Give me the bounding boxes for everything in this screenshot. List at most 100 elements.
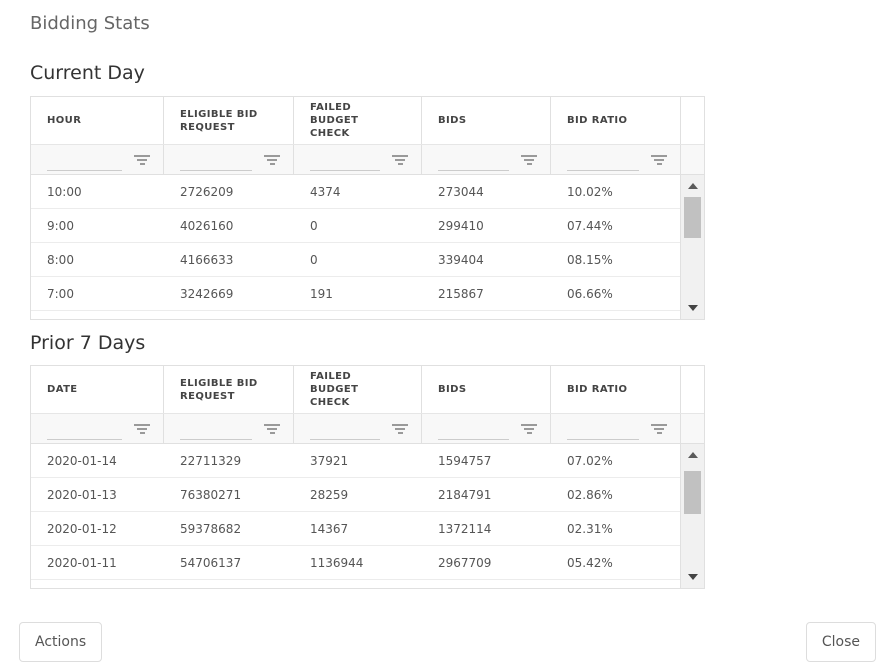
- section-heading-current-day: Current Day: [30, 62, 145, 84]
- filter-input[interactable]: [567, 423, 639, 440]
- table-cell: 215867: [438, 286, 484, 301]
- filter-icon[interactable]: [134, 153, 150, 167]
- filter-icon[interactable]: [521, 422, 537, 436]
- filter-icon[interactable]: [651, 422, 667, 436]
- scroll-down-icon[interactable]: [681, 299, 704, 317]
- partial-row: [31, 580, 704, 588]
- table-cell: 02.86%: [567, 487, 613, 502]
- table-row: 8:00 4166633 0 339404 08.15%: [31, 243, 704, 277]
- grid-header-row: HOUR ELIGIBLE BID REQUEST FAILED BUDGET CH…: [31, 97, 704, 144]
- table-cell: 1136944: [310, 555, 364, 570]
- column-header[interactable]: HOUR: [31, 97, 164, 144]
- column-header[interactable]: FAILED BUDGET CHECK: [294, 97, 422, 144]
- table-cell: 2020-01-12: [47, 521, 117, 536]
- table-cell: 2967709: [438, 555, 492, 570]
- grid-body: 10:00 2726209 4374 273044 10.02% 9:00 4026160 0…: [31, 175, 704, 319]
- filter-icon[interactable]: [134, 422, 150, 436]
- table-cell: 3242669: [180, 286, 234, 301]
- filter-input[interactable]: [47, 154, 122, 171]
- scrollbar-thumb[interactable]: [684, 197, 701, 238]
- table-cell: 8:00: [47, 252, 74, 267]
- filter-input[interactable]: [438, 154, 509, 171]
- table-cell: 4166633: [180, 252, 234, 267]
- filter-input[interactable]: [438, 423, 509, 440]
- scroll-down-icon[interactable]: [681, 568, 704, 586]
- column-header[interactable]: BID RATIO: [551, 366, 681, 413]
- filter-input[interactable]: [567, 154, 639, 171]
- filter-cell: [164, 414, 294, 443]
- actions-button[interactable]: Actions: [19, 622, 103, 662]
- table-cell: 2020-01-13: [47, 487, 117, 502]
- column-header[interactable]: FAILED BUDGET CHECK: [294, 366, 422, 413]
- header-spacer: [681, 366, 704, 413]
- table-cell: 10:00: [47, 184, 82, 199]
- table-cell: 02.31%: [567, 521, 613, 536]
- close-button[interactable]: Close: [805, 622, 876, 662]
- table-cell: 06.66%: [567, 286, 613, 301]
- table-cell: 22711329: [180, 453, 242, 468]
- table-cell: 7:00: [47, 286, 74, 301]
- column-header[interactable]: DATE: [31, 366, 164, 413]
- header-spacer: [681, 97, 704, 144]
- table-cell: 59378682: [180, 521, 242, 536]
- filter-cell: [294, 145, 422, 174]
- table-cell: 1372114: [438, 521, 492, 536]
- scrollbar-thumb[interactable]: [684, 471, 701, 514]
- filter-spacer: [681, 145, 704, 174]
- data-grid-current-day: HOUR ELIGIBLE BID REQUEST FAILED BUDGET CH…: [30, 96, 705, 320]
- table-row: 10:00 2726209 4374 273044 10.02%: [31, 175, 704, 209]
- filter-cell: [164, 145, 294, 174]
- column-header[interactable]: ELIGIBLE BID REQUEST: [164, 366, 294, 413]
- grid-filter-row: [31, 413, 704, 444]
- table-cell: 08.15%: [567, 252, 613, 267]
- filter-input[interactable]: [180, 154, 252, 171]
- filter-cell: [422, 145, 551, 174]
- table-cell: 37921: [310, 453, 349, 468]
- filter-icon[interactable]: [521, 153, 537, 167]
- grid-body: 2020-01-14 22711329 37921 1594757 07.02% 2020…: [31, 444, 704, 588]
- table-cell: 9:00: [47, 218, 74, 233]
- partial-row: [31, 311, 704, 319]
- filter-icon[interactable]: [651, 153, 667, 167]
- filter-icon[interactable]: [392, 422, 408, 436]
- table-cell: 0: [310, 218, 318, 233]
- vertical-scrollbar[interactable]: [680, 444, 704, 588]
- filter-cell: [551, 145, 681, 174]
- table-cell: 0: [310, 252, 318, 267]
- table-cell: 2726209: [180, 184, 234, 199]
- scroll-up-icon[interactable]: [681, 446, 704, 464]
- filter-cell: [422, 414, 551, 443]
- table-cell: 2020-01-14: [47, 453, 117, 468]
- filter-cell: [551, 414, 681, 443]
- table-cell: 14367: [310, 521, 349, 536]
- table-cell: 05.42%: [567, 555, 613, 570]
- filter-icon[interactable]: [264, 153, 280, 167]
- column-header[interactable]: BIDS: [422, 97, 551, 144]
- table-row: 2020-01-13 76380271 28259 2184791 02.86%: [31, 478, 704, 512]
- filter-cell: [31, 145, 164, 174]
- column-header[interactable]: ELIGIBLE BID REQUEST: [164, 97, 294, 144]
- filter-spacer: [681, 414, 704, 443]
- table-cell: 1594757: [438, 453, 492, 468]
- column-header[interactable]: BIDS: [422, 366, 551, 413]
- filter-input[interactable]: [180, 423, 252, 440]
- table-cell: 191: [310, 286, 333, 301]
- table-cell: 4026160: [180, 218, 234, 233]
- table-row: 2020-01-11 54706137 1136944 2967709 05.42%: [31, 546, 704, 580]
- section-heading-prior-7-days: Prior 7 Days: [30, 332, 146, 354]
- dialog-title: Bidding Stats: [30, 13, 150, 34]
- filter-input[interactable]: [310, 154, 380, 171]
- table-cell: 07.02%: [567, 453, 613, 468]
- table-row: 9:00 4026160 0 299410 07.44%: [31, 209, 704, 243]
- table-cell: 76380271: [180, 487, 242, 502]
- filter-cell: [294, 414, 422, 443]
- filter-icon[interactable]: [264, 422, 280, 436]
- vertical-scrollbar[interactable]: [680, 175, 704, 319]
- filter-input[interactable]: [47, 423, 122, 440]
- scroll-up-icon[interactable]: [681, 177, 704, 195]
- filter-icon[interactable]: [392, 153, 408, 167]
- table-cell: 10.02%: [567, 184, 613, 199]
- filter-input[interactable]: [310, 423, 380, 440]
- table-cell: 2020-01-11: [47, 555, 117, 570]
- column-header[interactable]: BID RATIO: [551, 97, 681, 144]
